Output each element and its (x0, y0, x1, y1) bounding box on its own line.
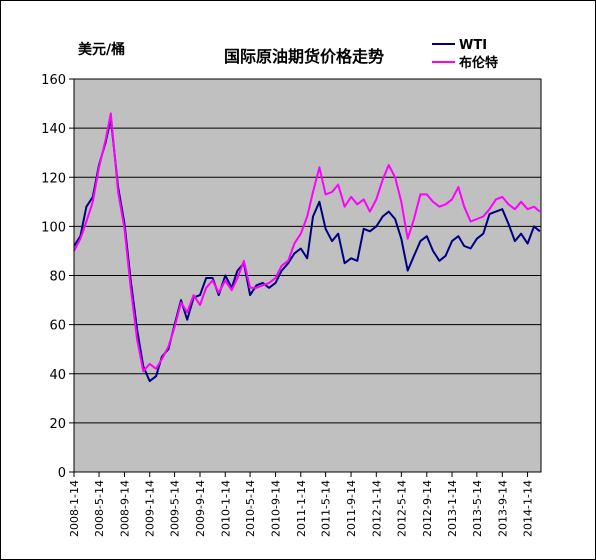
legend-label: 布伦特 (459, 55, 498, 71)
gridlines (74, 78, 541, 473)
legend: WTI 布伦特 (432, 38, 498, 71)
x-tick-label: 2010-1-14 (219, 480, 232, 537)
x-tick-label: 2009-9-14 (194, 480, 207, 537)
x-tick-label: 2010-5-14 (244, 480, 257, 537)
x-tick-label: 2012-5-14 (395, 480, 408, 537)
x-tick-labels: 2008-1-14 2008-5-14 2008-9-14 2009-1-14 2009… (68, 472, 535, 537)
y-tick-label: 40 (49, 368, 66, 383)
y-tick-label: 160 (41, 73, 66, 88)
y-tick-label: 60 (49, 319, 66, 334)
x-tick-label: 2008-9-14 (118, 480, 131, 537)
x-tick-label: 2013-9-14 (496, 480, 509, 537)
x-tick-label: 2008-5-14 (93, 480, 106, 537)
y-tick-label: 100 (41, 220, 66, 235)
x-tick-label: 2010-9-14 (270, 480, 283, 537)
x-tick-label: 2011-5-14 (320, 480, 333, 537)
x-tick-label: 2013-1-14 (446, 480, 459, 537)
x-tick-label: 2012-1-14 (370, 480, 383, 537)
y-tick-label: 20 (49, 417, 66, 432)
wti-series-line (73, 117, 541, 383)
x-tick-label: 2014-1-14 (522, 480, 535, 537)
x-tick-label: 2009-1-14 (144, 480, 157, 537)
x-tick-label: 2011-9-14 (345, 480, 358, 537)
brent-series-line (73, 112, 541, 373)
plot-border (73, 78, 542, 473)
y-axis-label: 美元/桶 (78, 41, 125, 58)
x-tick-label: 2009-5-14 (169, 480, 182, 537)
y-tick-label: 0 (58, 466, 66, 481)
x-tick-label: 2011-1-14 (295, 480, 308, 537)
y-tick-label: 140 (41, 122, 66, 137)
legend-label: WTI (459, 38, 487, 53)
x-tick-label: 2008-1-14 (68, 480, 81, 537)
chart-title: 国际原油期货价格走势 (224, 47, 384, 66)
x-tick-label: 2012-9-14 (421, 480, 434, 537)
x-tick-label: 2013-5-14 (471, 480, 484, 537)
series-lines (73, 112, 541, 383)
y-tick-label: 120 (41, 171, 66, 186)
y-tick-label: 80 (49, 270, 66, 285)
y-tick-labels: 0 20 40 60 80 100 120 140 160 (41, 73, 74, 481)
